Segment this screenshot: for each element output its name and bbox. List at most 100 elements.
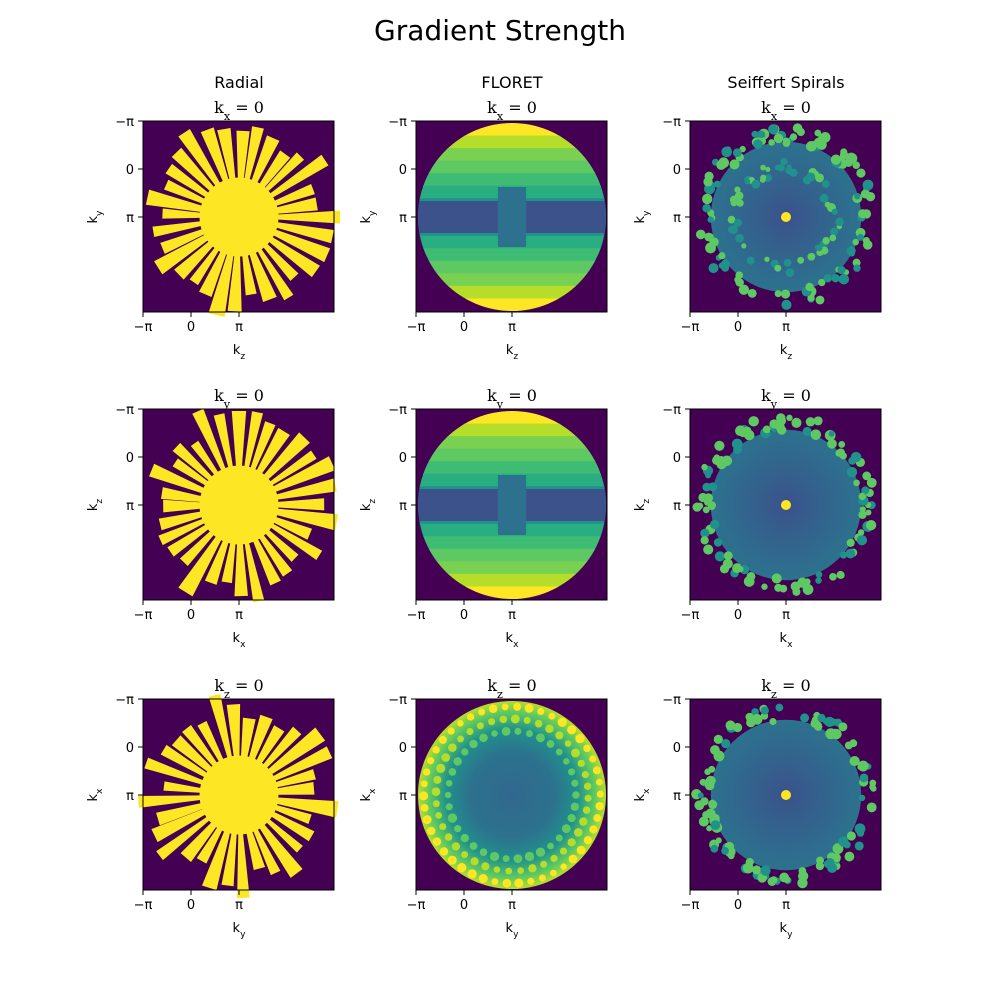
floret-petal	[447, 855, 457, 865]
spoke	[239, 217, 331, 263]
spiral-blob	[768, 124, 779, 135]
floret-petal	[589, 825, 598, 834]
spiral-blob	[700, 536, 709, 545]
spiral-blob	[714, 440, 725, 451]
spiral-blob	[802, 584, 814, 595]
panel-title: kz = 0	[761, 676, 810, 701]
y-tick-label: 0	[126, 741, 134, 756]
y-tick-label: π	[126, 211, 134, 226]
floret-petal	[540, 860, 548, 868]
floret-band	[418, 561, 606, 575]
x-tick-label: π	[508, 898, 516, 913]
spiral-blob	[854, 192, 861, 200]
spiral-blob	[860, 189, 870, 199]
floret-petal	[470, 857, 479, 866]
floret-petal	[571, 779, 579, 787]
spiral-blob	[770, 876, 778, 884]
floret-band	[418, 285, 606, 300]
x-tick-label: 0	[187, 320, 195, 335]
floret-petal	[596, 778, 603, 786]
floret-band	[418, 160, 606, 175]
x-tick-label: 0	[734, 898, 742, 913]
spiral-inner-blob	[734, 186, 741, 193]
panel-title: ky = 0	[214, 386, 264, 411]
spiral-blob	[839, 551, 848, 559]
spiral-inner-blob	[785, 268, 795, 278]
spiral-inner-blob	[819, 193, 829, 203]
spiral-blob	[817, 713, 826, 723]
spoke	[160, 487, 239, 505]
spiral-blob	[761, 583, 768, 590]
x-tick-label: −π	[407, 898, 426, 913]
floret-core	[497, 475, 527, 535]
spiral-blob	[805, 282, 814, 292]
floret-petal	[545, 724, 554, 733]
floret-petal	[514, 878, 524, 888]
spiral-blob	[807, 294, 815, 302]
y-tick-label: 0	[399, 163, 407, 178]
floret-petal	[581, 770, 589, 779]
x-axis-label: kz	[780, 343, 793, 362]
spiral-inner-blob	[735, 233, 744, 243]
spoke	[239, 183, 315, 217]
spoke	[145, 189, 239, 217]
x-tick-label: π	[235, 898, 243, 913]
y-tick-label: π	[126, 789, 134, 804]
floret-petal	[426, 756, 435, 765]
floret-band	[418, 248, 606, 262]
spoke	[192, 408, 239, 505]
spoke	[208, 693, 239, 795]
x-tick-label: −π	[134, 320, 153, 335]
spiral-inner-blob	[727, 215, 736, 224]
floret-petal	[436, 763, 446, 773]
x-axis-label: ky	[506, 921, 520, 940]
spoke	[239, 795, 312, 825]
floret-petal	[574, 828, 583, 837]
floret-petal	[444, 833, 453, 841]
spoke	[239, 432, 310, 505]
spiral-blob	[866, 802, 877, 813]
floret-petal	[448, 768, 457, 776]
spoke	[239, 505, 323, 561]
spiral-blob	[858, 492, 866, 501]
spiral-blob	[703, 493, 714, 503]
floret-petal	[445, 779, 453, 787]
spiral-blob	[854, 823, 866, 835]
spiral-inner-blob	[751, 179, 761, 189]
spiral-blob	[828, 430, 835, 437]
spoke	[239, 210, 340, 224]
floret-petal	[593, 814, 602, 822]
floret-petal	[479, 848, 488, 857]
spoke	[239, 505, 339, 531]
spiral-blob	[844, 159, 853, 167]
x-tick-label: π	[235, 608, 243, 623]
x-axis-label: kx	[233, 631, 247, 650]
spiral-blob	[844, 851, 855, 862]
floret-petal	[491, 878, 499, 886]
spiral-blob	[781, 299, 792, 310]
x-tick-label: π	[782, 608, 790, 623]
spoke	[172, 458, 239, 505]
floret-petal	[559, 847, 568, 855]
spoke	[239, 427, 290, 505]
spiral-inner-blob	[774, 264, 782, 272]
spoke	[239, 727, 326, 795]
spoke	[239, 217, 320, 278]
spiral-blob	[704, 232, 714, 242]
floret-petal	[572, 791, 580, 799]
spiral-blob	[838, 722, 848, 732]
spiral-blob	[695, 229, 706, 240]
spoke	[221, 505, 239, 584]
floret-petal	[432, 746, 440, 754]
spoke	[190, 440, 239, 505]
y-tick-label: −π	[662, 115, 681, 130]
spiral-blob	[713, 734, 723, 745]
y-tick-label: 0	[126, 451, 134, 466]
x-tick-label: −π	[681, 320, 700, 335]
spiral-inner-blob	[824, 201, 831, 208]
spiral-blob	[702, 193, 713, 205]
spiral-inner-blob	[802, 175, 812, 185]
spiral-blob	[714, 551, 726, 562]
floret-petal	[567, 838, 576, 847]
spiral-blob	[751, 708, 759, 716]
